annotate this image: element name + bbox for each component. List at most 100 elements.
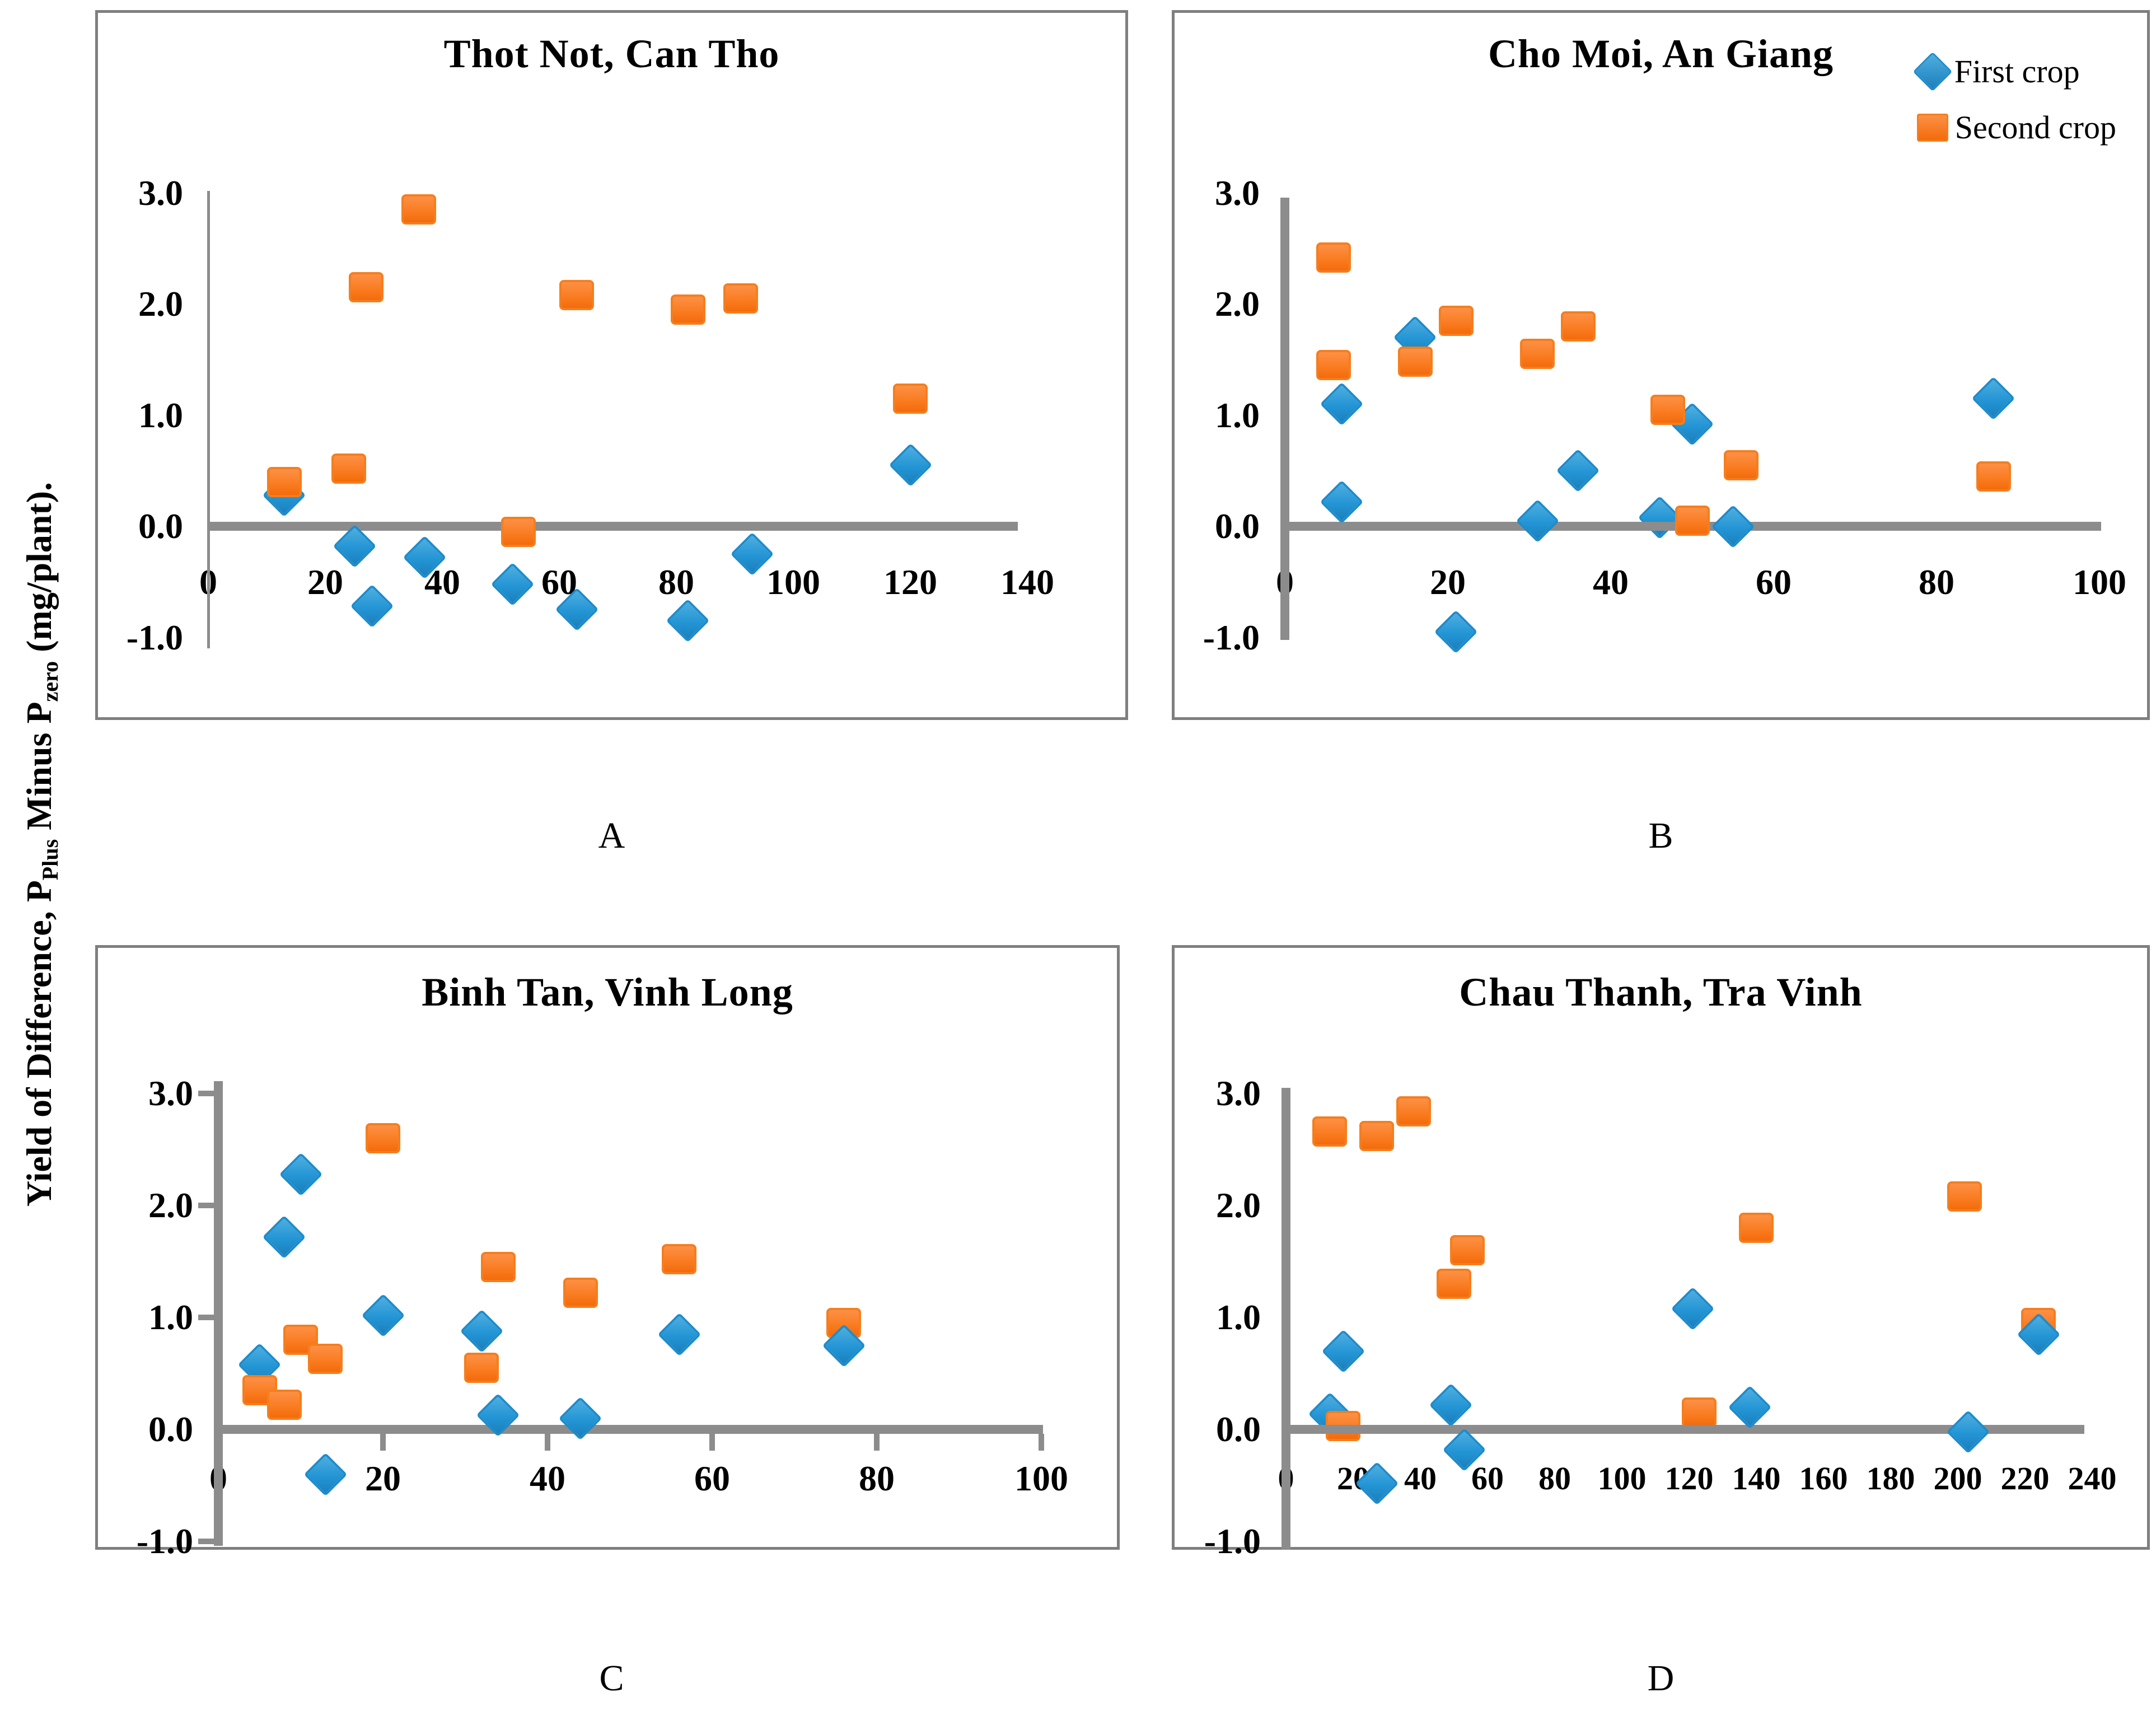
second-crop-marker [1560,311,1596,342]
x-tick-label: 180 [1866,1460,1915,1497]
first-crop-marker [1434,610,1478,654]
second-crop-marker [1723,450,1759,480]
panel-thot-not-can-tho: Thot Not, Can Tho 3.02.01.00.0-1.0020406… [95,10,1128,720]
first-crop-marker [262,1215,306,1259]
first-crop-marker [1429,1383,1472,1427]
second-crop-marker [1312,1116,1347,1147]
first-crop-marker [657,1312,701,1356]
legend-item-second-crop: Second crop [1915,100,2116,156]
y-tick-label: 1.0 [148,1297,193,1337]
y-tick-label: 2.0 [1216,1185,1261,1225]
chart-title-c: Binh Tan, Vinh Long [422,970,793,1015]
second-crop-marker [308,1344,343,1374]
x-tick-label: 140 [1000,562,1054,602]
y-axis-label-text: Yield of Difference, P [19,880,59,1207]
second-crop-marker [1675,506,1710,536]
x-tick-label: 80 [859,1458,895,1498]
y-axis-label-subscript-plus: Plus [38,839,63,881]
x-tick-label: 80 [658,562,694,602]
plot-area-b: 3.02.01.00.0-1.0020406080100 [1175,13,2147,717]
second-crop-marker [501,516,536,547]
plot-area-c: 3.02.01.00.0-1.0020406080100 [98,948,1117,1561]
second-crop-marker [331,453,366,484]
first-crop-marker [1320,382,1364,426]
panel-letter-d: D [1647,1658,1675,1699]
first-crop-marker [1711,504,1755,548]
y-tick-label: 0.0 [1215,506,1260,546]
x-tick-label: 40 [530,1458,565,1498]
y-axis-line [1282,1088,1290,1550]
x-axis-line [218,1425,1043,1434]
y-axis-line [214,1081,223,1546]
second-crop-marker [1947,1181,1982,1212]
first-crop-marker [1971,376,2015,420]
second-crop-marker [1396,1096,1431,1126]
x-tick-label: 40 [1404,1460,1437,1497]
y-tick-label: 0.0 [138,506,183,546]
x-axis-line [1286,1425,2084,1434]
x-axis-tick-mark [874,1434,880,1451]
second-crop-marker [1450,1235,1485,1265]
y-tick-label: -1.0 [126,617,183,657]
second-crop-marker [1739,1213,1774,1243]
second-crop-marker [670,294,705,325]
first-crop-marker [1671,1287,1714,1330]
y-tick-label: 1.0 [1216,1297,1261,1337]
y-axis-tick-mark [198,1091,214,1096]
x-tick-label: 240 [2068,1460,2117,1497]
second-crop-marker [1316,242,1351,273]
x-axis-line [208,522,1018,531]
y-axis-line [1280,198,1289,640]
y-tick-label: 1.0 [1215,395,1260,435]
y-tick-label: 1.0 [138,395,183,435]
figure-y-axis-label: Yield of Difference, PPlus Minus Pzero (… [13,312,65,1376]
second-crop-marker [266,466,302,497]
second-crop-marker [563,1278,598,1308]
legend: First crop Second crop [1912,44,2116,156]
y-axis-label-suffix: (mg/plant). [19,481,59,661]
first-crop-marker [279,1152,322,1196]
second-crop-marker [401,194,437,225]
x-tick-label: 220 [2000,1460,2050,1497]
panel-binh-tan-vinh-long: Binh Tan, Vinh Long 3.02.01.00.0-1.00204… [95,945,1120,1561]
y-axis-tick-mark [198,1315,214,1320]
plot-area-d: 3.02.01.00.0-1.0020406080100120140160180… [1175,948,2147,1561]
y-tick-label: 3.0 [1215,172,1260,213]
second-crop-marker [349,272,384,303]
second-crop-marker [1437,1269,1471,1299]
x-tick-label: 200 [1933,1460,1982,1497]
second-crop-marker [1397,347,1433,377]
x-tick-label: 100 [1014,1458,1068,1498]
x-tick-label: 20 [365,1458,401,1498]
second-crop-marker [1976,461,2011,492]
y-axis-label-subscript-zero: zero [38,661,63,702]
x-tick-label: 60 [694,1458,730,1498]
first-crop-marker [460,1309,504,1353]
first-crop-marker [1946,1410,1990,1453]
legend-label-second-crop: Second crop [1954,109,2116,146]
second-crop-square-icon [1916,114,1948,142]
x-tick-label: 40 [1593,562,1629,602]
first-crop-marker [666,599,710,643]
x-axis-tick-mark [1039,1434,1044,1451]
first-crop-diamond-icon [1912,52,1953,92]
first-crop-marker [1516,499,1559,543]
first-crop-marker [888,443,932,487]
second-crop-marker [723,283,758,314]
plot-area-a: 3.02.01.00.0-1.0020406080100120140 [98,13,1125,717]
panel-letter-c: C [599,1658,624,1699]
y-axis-tick-mark [198,1203,214,1208]
second-crop-marker [1359,1121,1394,1151]
second-crop-marker [366,1123,400,1153]
second-crop-marker [559,280,595,311]
second-crop-marker [1650,394,1685,425]
x-tick-label: 140 [1732,1460,1781,1497]
second-crop-marker [893,383,928,414]
y-tick-label: 0.0 [1216,1409,1261,1449]
second-crop-marker [662,1244,697,1274]
legend-item-first-crop: First crop [1912,44,2116,100]
second-crop-marker [464,1353,499,1383]
x-tick-label: 60 [1756,562,1792,602]
panel-chau-thanh-tra-vinh: Chau Thanh, Tra Vinh 3.02.01.00.0-1.0020… [1172,945,2150,1561]
x-tick-label: 100 [766,562,820,602]
